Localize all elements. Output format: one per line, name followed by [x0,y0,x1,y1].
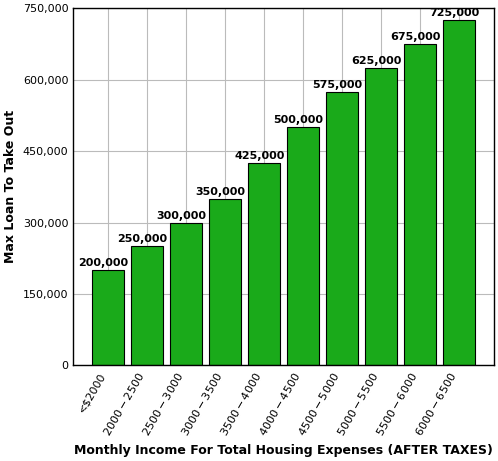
Text: 675,000: 675,000 [390,32,441,42]
Text: 500,000: 500,000 [273,115,323,125]
Y-axis label: Max Loan To Take Out: Max Loan To Take Out [4,110,17,263]
Text: 425,000: 425,000 [234,151,284,161]
Bar [92,270,124,366]
Text: 200,000: 200,000 [78,258,128,268]
Bar [249,163,279,366]
Text: 575,000: 575,000 [312,80,363,89]
X-axis label: Monthly Income For Total Housing Expenses (AFTER TAXES): Monthly Income For Total Housing Expense… [74,444,493,457]
Text: 350,000: 350,000 [195,187,246,197]
Bar [287,127,319,366]
Text: 300,000: 300,000 [156,211,206,221]
Bar [327,92,358,366]
Bar [444,20,475,366]
Text: 625,000: 625,000 [351,56,401,66]
Text: 250,000: 250,000 [117,235,167,244]
Bar [404,44,436,366]
Bar [209,199,241,366]
Bar [366,68,397,366]
Text: 725,000: 725,000 [429,8,480,18]
Bar [170,223,202,366]
Bar [131,246,162,366]
